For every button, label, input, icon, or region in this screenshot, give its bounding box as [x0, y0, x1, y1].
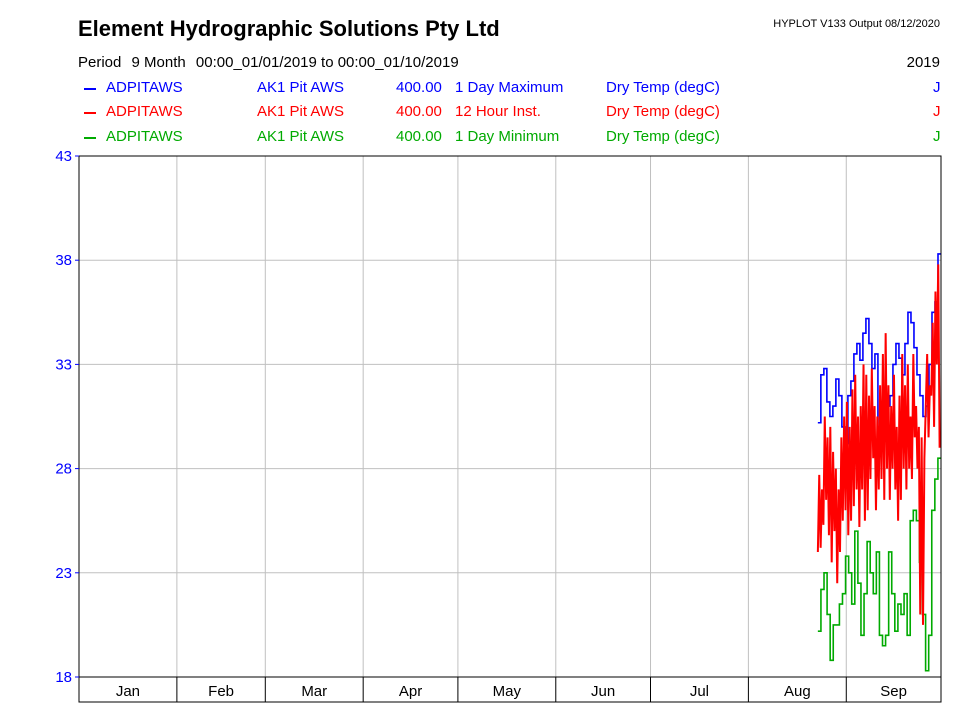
x-tick-label: Mar: [301, 683, 327, 700]
x-tick-label: Jan: [116, 683, 140, 700]
legend-variable: Dry Temp (degC): [606, 79, 720, 96]
legend-flag: J: [933, 79, 941, 96]
y-axis-ticks: 18 23 28 33 38 43: [55, 148, 79, 686]
plot-frame: [78, 155, 942, 703]
legend-station-name: AK1 Pit AWS: [257, 128, 344, 145]
x-axis-ticks: Jan Feb Mar Apr May Jun Jul Aug Sep: [116, 677, 907, 702]
x-tick-label: Jun: [591, 683, 615, 700]
legend-flag: J: [933, 103, 941, 120]
legend-variable: Dry Temp (degC): [606, 128, 720, 145]
year-label: 2019: [906, 54, 940, 71]
legend-swatch: [84, 88, 96, 90]
y-tick-label: 28: [55, 461, 72, 478]
y-tick-label: 43: [55, 148, 72, 165]
legend-code: 400.00: [396, 79, 442, 96]
x-tick-label: May: [493, 683, 522, 700]
legend-variable: Dry Temp (degC): [606, 103, 720, 120]
legend-site: ADPITAWS: [106, 79, 183, 96]
legend-flag: J: [933, 128, 941, 145]
series-line-12-hour-inst-: [816, 264, 941, 625]
y-tick-label: 18: [55, 669, 72, 686]
legend-swatch: [84, 112, 96, 114]
legend-stat: 12 Hour Inst.: [455, 103, 541, 120]
legend-code: 400.00: [396, 128, 442, 145]
y-tick-label: 38: [55, 252, 72, 269]
x-tick-label: Apr: [399, 683, 422, 700]
legend-swatch: [84, 137, 96, 139]
legend-site: ADPITAWS: [106, 103, 183, 120]
x-tick-label: Feb: [208, 683, 234, 700]
x-tick-label: Sep: [880, 683, 907, 700]
legend-stat: 1 Day Minimum: [455, 128, 560, 145]
series-group: [816, 253, 941, 672]
legend-station-name: AK1 Pit AWS: [257, 79, 344, 96]
y-tick-label: 23: [55, 565, 72, 582]
version-output-info: HYPLOT V133 Output 08/12/2020: [773, 18, 940, 30]
period-length: 9 Month: [131, 54, 186, 71]
legend-stat: 1 Day Maximum: [455, 79, 564, 96]
period-range: 00:00_01/01/2019 to 00:00_01/10/2019: [195, 54, 459, 71]
legend-site: ADPITAWS: [106, 128, 183, 145]
x-tick-label: Jul: [690, 683, 709, 700]
x-tick-label: Aug: [784, 683, 811, 700]
period-label: Period: [78, 54, 122, 71]
legend-station-name: AK1 Pit AWS: [257, 103, 344, 120]
period-info: Period 9 Month 00:00_01/01/2019 to 00:00…: [78, 54, 465, 71]
legend-code: 400.00: [396, 103, 442, 120]
chart-title: Element Hydrographic Solutions Pty Ltd: [78, 16, 500, 41]
y-tick-label: 33: [55, 356, 72, 373]
grid: [79, 155, 941, 678]
